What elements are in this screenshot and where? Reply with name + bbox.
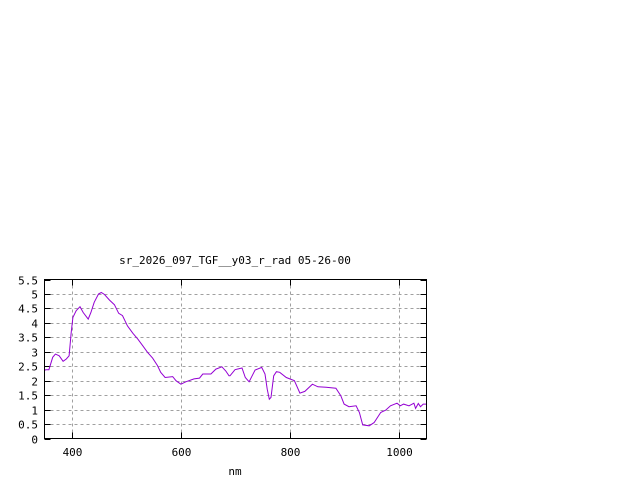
- y-tick-label: 2: [31, 376, 38, 389]
- y-tick-label: 2.5: [18, 361, 38, 374]
- y-tick-label: 3.5: [18, 332, 38, 345]
- x-tick-label: 1000: [386, 446, 413, 459]
- y-tick-label: 1.5: [18, 390, 38, 403]
- x-tick-label: 800: [281, 446, 301, 459]
- y-tick-label: 5: [31, 289, 38, 302]
- x-tick-label: 600: [172, 446, 192, 459]
- y-tick-label: 1: [31, 405, 38, 418]
- x-tick-label: 400: [63, 446, 83, 459]
- y-tick-label: 5.5: [18, 275, 38, 288]
- series-line: [44, 291, 427, 427]
- ticks: 0 0.51 1.52 2.53 3.54 4.555.5 400 600 800 1000: [18, 275, 427, 459]
- y-tick-label: 3: [31, 347, 38, 360]
- y-tick-label: 4: [31, 318, 38, 331]
- plot-border: [44, 279, 427, 439]
- y-tick-label: 0: [31, 434, 38, 447]
- chart-title: sr_2026_097_TGF__y03_r_rad 05-26-00: [119, 254, 351, 267]
- y-tick-label: 0.5: [18, 419, 38, 432]
- y-tick-label: 4.5: [18, 303, 38, 316]
- grid: [44, 279, 427, 439]
- x-axis-label: nm: [228, 465, 242, 478]
